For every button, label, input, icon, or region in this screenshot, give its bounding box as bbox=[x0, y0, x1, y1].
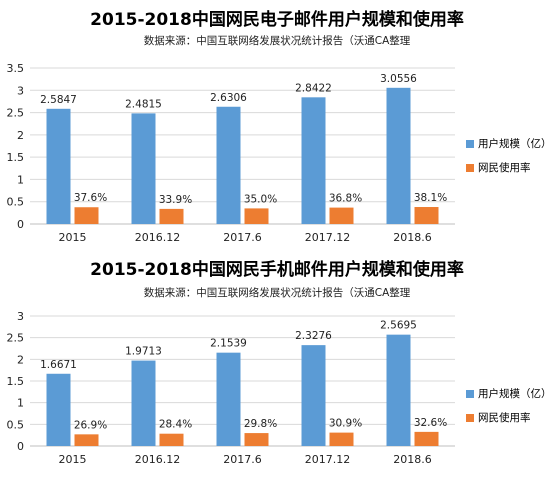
usage-rate-bar bbox=[74, 434, 99, 446]
user-scale-bar bbox=[216, 352, 241, 446]
legend-label-user-scale: 用户规模（亿） bbox=[478, 138, 552, 150]
x-tick-label: 2015 bbox=[59, 453, 87, 466]
data-label: 2.6306 bbox=[210, 92, 247, 104]
legend-item-user-scale: 用户规模（亿） bbox=[466, 387, 552, 401]
x-tick-label: 2016.12 bbox=[135, 453, 181, 466]
user-scale-bar bbox=[386, 87, 411, 224]
legend-swatch-usage-rate bbox=[466, 414, 474, 422]
usage-rate-bar bbox=[414, 431, 439, 446]
data-label: 2.8422 bbox=[295, 82, 332, 94]
x-tick-label: 2017.6 bbox=[223, 231, 262, 244]
data-label: 3.0556 bbox=[380, 73, 417, 85]
y-tick-label: 2.5 bbox=[7, 332, 25, 345]
y-tick-label: 0 bbox=[17, 218, 24, 231]
user-scale-bar bbox=[301, 345, 326, 446]
data-label: 28.4% bbox=[159, 419, 192, 431]
legend-label-user-scale: 用户规模（亿） bbox=[478, 388, 552, 400]
user-scale-bar bbox=[301, 97, 326, 224]
data-label: 26.9% bbox=[74, 419, 107, 431]
data-label: 2.3276 bbox=[295, 330, 332, 342]
chart-title: 2015-2018中国网民电子邮件用户规模和使用率 bbox=[90, 10, 464, 30]
legend-label-usage-rate: 网民使用率 bbox=[478, 162, 531, 174]
usage-rate-bar bbox=[74, 207, 99, 224]
x-tick-label: 2017.12 bbox=[305, 231, 351, 244]
legend-swatch-user-scale bbox=[466, 140, 474, 148]
data-label: 32.6% bbox=[414, 417, 447, 429]
mobile-email-chart-plot: 0 0.5 1 1.5 2 2.5 3 1.6671 26.9% 2015 1.9713 28.4% 2… bbox=[7, 310, 455, 466]
data-label: 2.4815 bbox=[125, 98, 162, 110]
chart-subtitle: 数据来源：中国互联网络发展状况统计报告（沃通CA整理 bbox=[143, 287, 411, 299]
data-label: 30.9% bbox=[329, 418, 362, 430]
y-tick-label: 1.5 bbox=[7, 151, 25, 164]
y-tick-label: 0.5 bbox=[7, 196, 25, 209]
y-tick-label: 2.5 bbox=[7, 107, 25, 120]
user-scale-bar bbox=[216, 106, 241, 224]
chart-subtitle: 数据来源：中国互联网络发展状况统计报告（沃通CA整理 bbox=[143, 35, 411, 47]
usage-rate-bar bbox=[159, 433, 184, 446]
x-tick-label: 2016.12 bbox=[135, 231, 181, 244]
y-tick-label: 3 bbox=[17, 84, 24, 97]
data-label: 1.6671 bbox=[40, 359, 77, 371]
y-tick-label: 1 bbox=[17, 397, 24, 410]
legend-swatch-usage-rate bbox=[466, 164, 474, 172]
usage-rate-bar bbox=[244, 433, 269, 446]
usage-rate-bar bbox=[329, 207, 354, 224]
data-label: 2.1539 bbox=[210, 338, 247, 350]
y-tick-label: 3.5 bbox=[7, 62, 25, 75]
user-scale-bar bbox=[46, 108, 71, 224]
x-tick-label: 2017.12 bbox=[305, 453, 351, 466]
legend-item-usage-rate: 网民使用率 bbox=[466, 411, 552, 425]
data-label: 2.5847 bbox=[40, 94, 77, 106]
user-scale-bar bbox=[131, 113, 156, 224]
chart-legend: 用户规模（亿） 网民使用率 bbox=[466, 137, 552, 185]
y-tick-label: 2 bbox=[17, 129, 24, 142]
y-tick-label: 3 bbox=[17, 310, 24, 323]
user-scale-bar bbox=[46, 373, 71, 446]
data-label: 37.6% bbox=[74, 192, 107, 204]
data-label: 38.1% bbox=[414, 192, 447, 204]
y-tick-label: 0 bbox=[17, 440, 24, 453]
chart-legend: 用户规模（亿） 网民使用率 bbox=[466, 387, 552, 435]
y-tick-label: 2 bbox=[17, 353, 24, 366]
x-tick-label: 2015 bbox=[59, 231, 87, 244]
legend-item-user-scale: 用户规模（亿） bbox=[466, 137, 552, 151]
data-label: 2.5695 bbox=[380, 320, 417, 332]
y-tick-label: 0.5 bbox=[7, 418, 25, 431]
data-label: 36.8% bbox=[329, 193, 362, 205]
user-scale-bar bbox=[386, 334, 411, 446]
mobile-email-chart-panel: 2015-2018中国网民手机邮件用户规模和使用率 数据来源：中国互联网络发展状… bbox=[0, 250, 554, 501]
usage-rate-bar bbox=[244, 208, 269, 224]
user-scale-bar bbox=[131, 360, 156, 446]
data-label: 29.8% bbox=[244, 418, 277, 430]
email-chart-plot: 0 0.5 1 1.5 2 2.5 3 3.5 2.5847 37.6% 2015 2.4815 33.… bbox=[7, 62, 455, 244]
data-label: 33.9% bbox=[159, 194, 192, 206]
usage-rate-bar bbox=[329, 432, 354, 446]
y-tick-label: 1 bbox=[17, 173, 24, 186]
chart-title: 2015-2018中国网民手机邮件用户规模和使用率 bbox=[90, 260, 464, 280]
legend-label-usage-rate: 网民使用率 bbox=[478, 412, 531, 424]
x-tick-label: 2018.6 bbox=[393, 231, 432, 244]
x-tick-label: 2018.6 bbox=[393, 453, 432, 466]
legend-item-usage-rate: 网民使用率 bbox=[466, 161, 552, 175]
email-chart-panel: 2015-2018中国网民电子邮件用户规模和使用率 数据来源：中国互联网络发展状… bbox=[0, 0, 554, 250]
usage-rate-bar bbox=[159, 208, 184, 224]
x-tick-label: 2017.6 bbox=[223, 453, 262, 466]
legend-swatch-user-scale bbox=[466, 390, 474, 398]
data-label: 35.0% bbox=[244, 193, 277, 205]
data-label: 1.9713 bbox=[125, 346, 162, 358]
usage-rate-bar bbox=[414, 207, 439, 224]
y-tick-label: 1.5 bbox=[7, 375, 25, 388]
